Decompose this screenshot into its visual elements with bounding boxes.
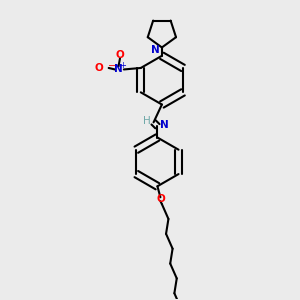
Text: N: N xyxy=(114,64,123,74)
Text: N: N xyxy=(151,45,160,55)
Text: H: H xyxy=(143,116,151,126)
Text: +: + xyxy=(119,61,126,70)
Text: O: O xyxy=(116,50,124,60)
Text: N: N xyxy=(160,120,168,130)
Text: O: O xyxy=(156,194,165,204)
Text: −: − xyxy=(107,61,116,70)
Text: O: O xyxy=(95,63,103,73)
